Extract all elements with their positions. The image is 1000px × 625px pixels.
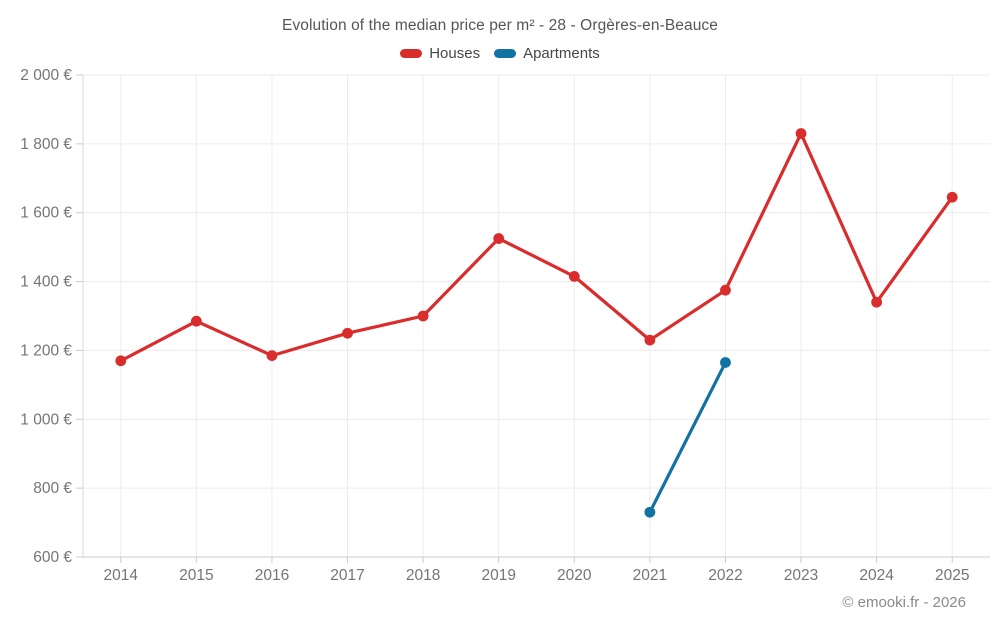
series-line-houses[interactable]	[119, 131, 954, 363]
data-point-houses-2017[interactable]	[342, 327, 353, 339]
x-axis-tick-label: 2018	[406, 567, 440, 584]
x-axis-tick-label: 2022	[708, 567, 742, 584]
y-axis-tick-label: 1 400 €	[20, 274, 72, 291]
copyright-footer: © emooki.fr - 2026	[842, 594, 966, 611]
houses-series-swatch-icon	[400, 49, 423, 58]
y-axis-tick-label: 800 €	[33, 480, 72, 497]
data-point-houses-2025[interactable]	[946, 191, 958, 203]
data-point-houses-2016[interactable]	[266, 350, 278, 361]
y-axis-tick-label: 1 000 €	[20, 411, 72, 428]
x-axis-tick-label: 2014	[104, 567, 139, 584]
x-axis-tick-label: 2020	[557, 567, 592, 584]
apartments-series-swatch-icon	[494, 49, 517, 58]
x-axis-tick-label: 2015	[179, 567, 213, 584]
data-point-houses-2015[interactable]	[190, 315, 202, 327]
legend-label-apartments: Apartments	[523, 45, 600, 62]
x-axis-tick-label: 2019	[481, 567, 515, 584]
x-axis-tick-label: 2016	[255, 567, 289, 584]
x-axis-tick-label: 2023	[784, 567, 818, 584]
y-axis-tick-label: 1 200 €	[20, 342, 72, 359]
legend-item-apartments[interactable]: Apartments	[494, 45, 600, 62]
x-axis-tick-label: 2025	[935, 567, 969, 584]
data-point-houses-2020[interactable]	[568, 271, 580, 282]
y-axis-tick-label: 1 600 €	[20, 205, 72, 222]
x-axis-tick-label: 2017	[330, 567, 364, 584]
legend: Houses Apartments	[0, 45, 1000, 62]
data-point-houses-2022[interactable]	[720, 284, 731, 296]
data-point-apartments-2022[interactable]	[720, 357, 731, 368]
legend-label-houses: Houses	[429, 45, 481, 62]
data-point-apartments-2021[interactable]	[644, 506, 656, 518]
legend-item-houses[interactable]: Houses	[400, 45, 480, 62]
y-axis-tick-label: 600 €	[33, 549, 72, 566]
y-axis-tick-label: 2 000 €	[20, 67, 72, 84]
chart-title: Evolution of the median price per m² - 2…	[282, 17, 718, 34]
series-line-apartments[interactable]	[648, 360, 728, 514]
x-axis-tick-label: 2024	[859, 567, 894, 584]
data-point-houses-2019[interactable]	[493, 233, 505, 244]
data-point-houses-2024[interactable]	[871, 296, 883, 308]
data-point-houses-2014[interactable]	[115, 355, 127, 367]
data-point-houses-2021[interactable]	[644, 334, 656, 346]
y-axis-tick-label: 1 800 €	[20, 136, 72, 153]
data-point-houses-2018[interactable]	[417, 310, 429, 322]
x-axis-tick-label: 2021	[633, 567, 667, 584]
data-point-houses-2023[interactable]	[795, 128, 807, 139]
